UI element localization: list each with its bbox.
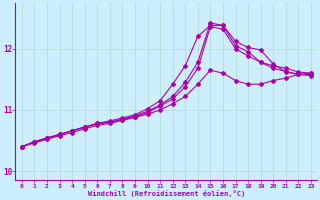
- X-axis label: Windchill (Refroidissement éolien,°C): Windchill (Refroidissement éolien,°C): [88, 190, 245, 197]
